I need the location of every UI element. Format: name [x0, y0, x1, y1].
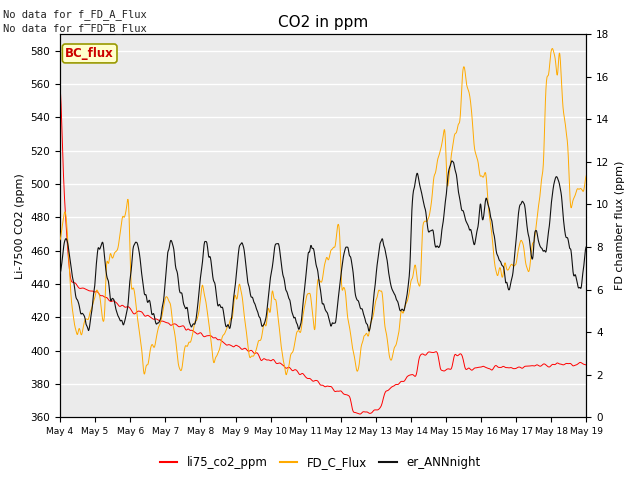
Y-axis label: FD chamber flux (ppm): FD chamber flux (ppm) [615, 161, 625, 290]
Legend: li75_co2_ppm, FD_C_Flux, er_ANNnight: li75_co2_ppm, FD_C_Flux, er_ANNnight [155, 452, 485, 474]
Y-axis label: Li-7500 CO2 (ppm): Li-7500 CO2 (ppm) [15, 173, 25, 278]
Text: BC_flux: BC_flux [65, 47, 114, 60]
Title: CO2 in ppm: CO2 in ppm [278, 15, 369, 30]
Text: No data for f̅FD̅B_Flux: No data for f̅FD̅B_Flux [3, 23, 147, 34]
Text: No data for f_FD_A_Flux: No data for f_FD_A_Flux [3, 9, 147, 20]
